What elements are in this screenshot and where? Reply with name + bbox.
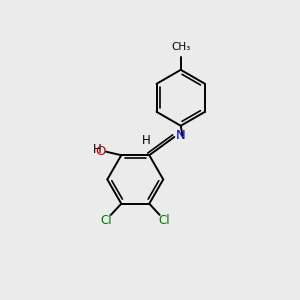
Text: CH₃: CH₃	[171, 42, 190, 52]
Text: O: O	[95, 145, 106, 158]
Text: Cl: Cl	[100, 214, 112, 227]
Text: H: H	[142, 134, 151, 147]
Text: H: H	[93, 143, 102, 156]
Text: Cl: Cl	[159, 214, 170, 227]
Text: N: N	[176, 129, 186, 142]
